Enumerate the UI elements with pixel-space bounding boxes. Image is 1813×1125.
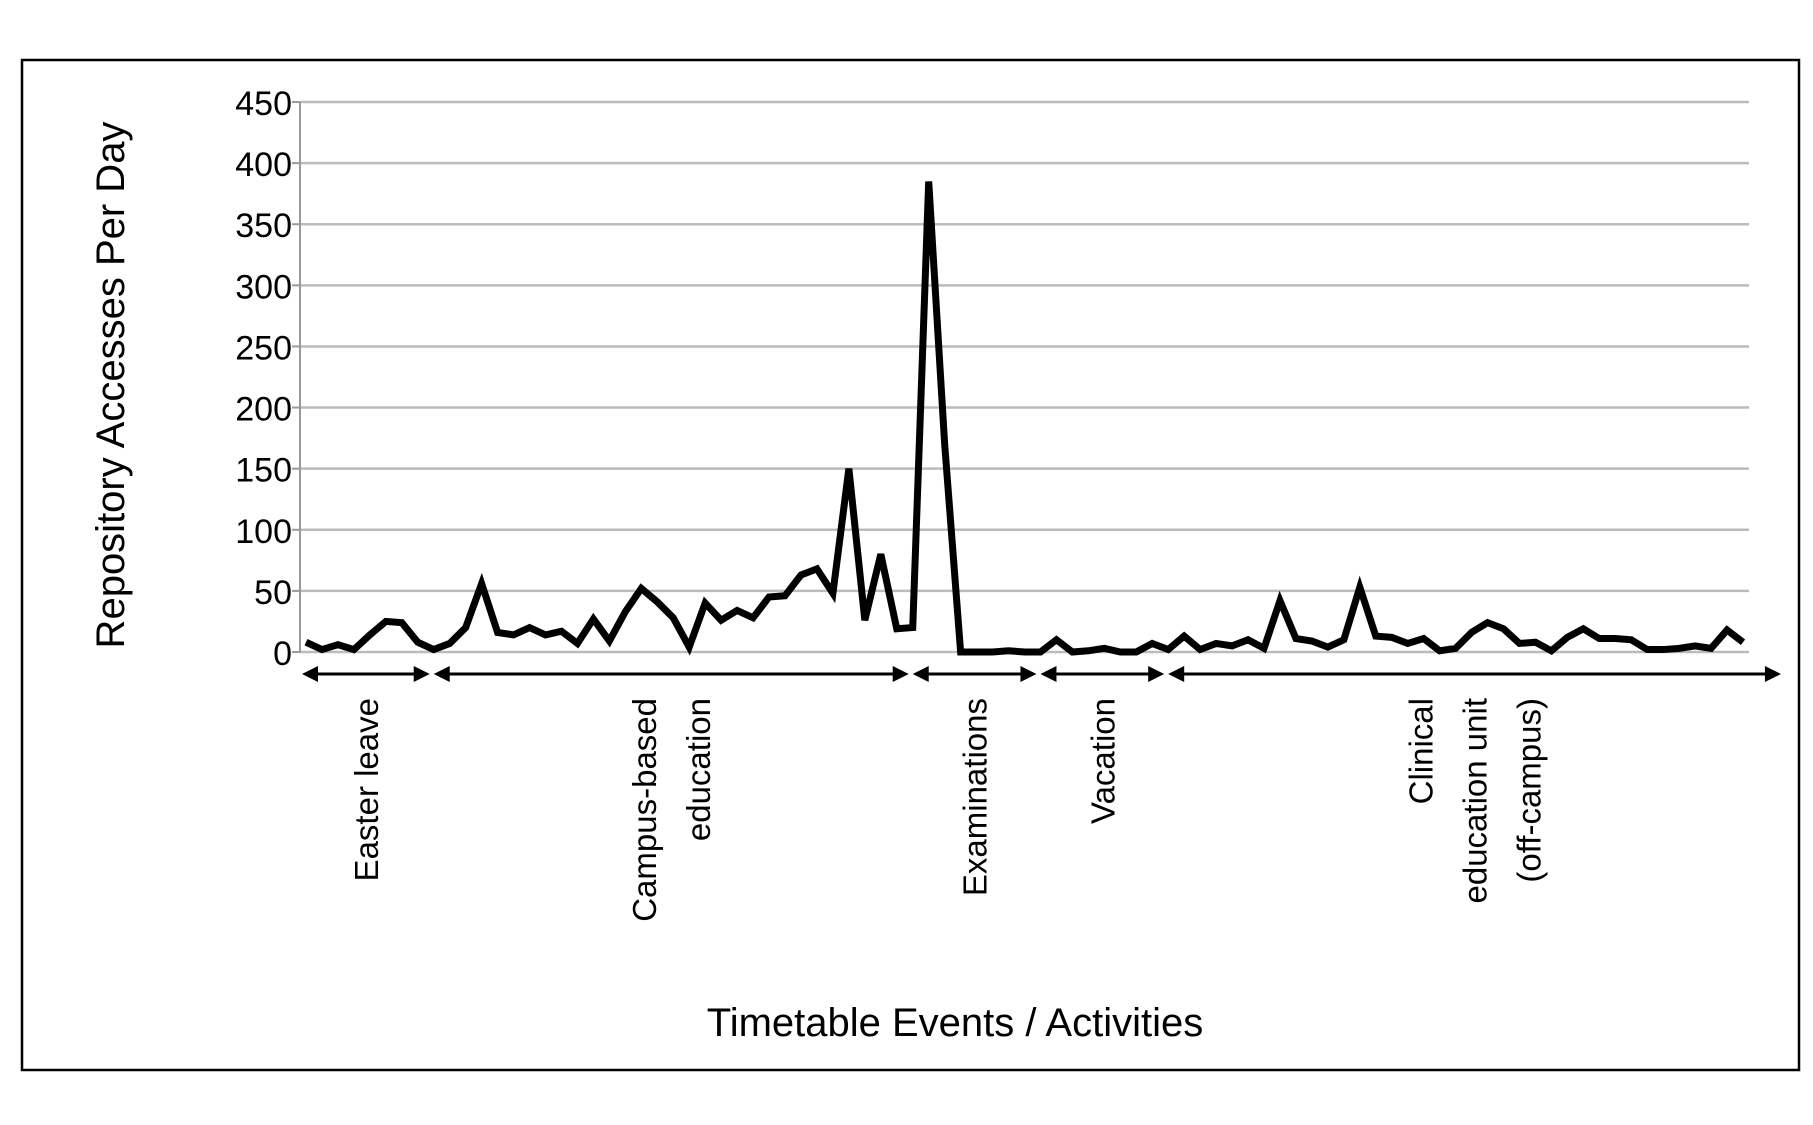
period-label: Examinations [957, 698, 994, 896]
arrow-right-icon [892, 666, 909, 682]
period-annotation: Examinations [912, 666, 1037, 896]
period-annotation: Easter leave [302, 666, 430, 881]
arrow-left-icon [433, 666, 450, 682]
y-tick-label: 0 [273, 635, 292, 673]
y-tick-label: 350 [235, 207, 292, 245]
y-axis-title: Repository Accesses Per Day [89, 122, 133, 649]
arrow-right-icon [1148, 666, 1165, 682]
y-tick-label: 200 [235, 391, 292, 429]
y-tick-label: 400 [235, 146, 292, 184]
y-tick-label: 50 [254, 574, 292, 612]
period-label: Campus-based [626, 698, 663, 922]
period-annotation: Clinical education unit (off-campus) [1168, 666, 1781, 904]
period-label: Vacation [1084, 698, 1121, 824]
y-tick-label: 300 [235, 268, 292, 306]
arrow-right-icon [1764, 666, 1781, 682]
y-tick-label: 450 [235, 85, 292, 123]
period-label: Easter leave [348, 698, 385, 881]
arrow-left-icon [1168, 666, 1185, 682]
arrow-left-icon [912, 666, 929, 682]
period-label: Clinical [1403, 698, 1440, 804]
arrow-left-icon [302, 666, 318, 682]
y-tick-label: 100 [235, 513, 292, 551]
arrow-left-icon [1040, 666, 1057, 682]
period-annotation: Vacation [1040, 666, 1165, 824]
x-axis-title: Timetable Events / Activities [707, 1001, 1203, 1045]
y-tick-label: 150 [235, 452, 292, 490]
period-annotation: Campus-based education [433, 666, 909, 922]
chart-border [20, 58, 1801, 1072]
period-label: education [680, 698, 717, 841]
period-label: education unit [1457, 698, 1494, 904]
y-tick-label: 250 [235, 329, 292, 367]
arrow-right-icon [413, 666, 430, 682]
series-line [304, 181, 1746, 656]
arrow-right-icon [1020, 666, 1037, 682]
period-label: (off-campus) [1511, 698, 1548, 883]
